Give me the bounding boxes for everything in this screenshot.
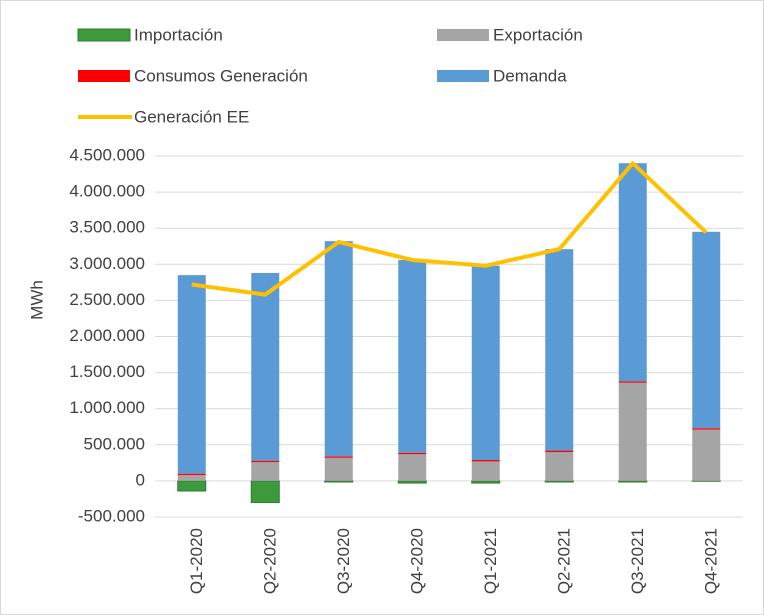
line-series xyxy=(191,161,708,297)
y-tick-label: 2.500.000 xyxy=(69,290,145,309)
bar-segment xyxy=(692,428,721,430)
legend-label: Demanda xyxy=(493,66,567,85)
x-tick-label: Q3-2020 xyxy=(334,528,353,594)
legend-swatch xyxy=(77,28,131,42)
bar-segment xyxy=(177,275,206,474)
bar-segment xyxy=(398,259,427,453)
x-tick-label: Q1-2021 xyxy=(481,528,500,594)
legend-label: Exportación xyxy=(493,25,583,44)
x-tick-label: Q3-2021 xyxy=(628,528,647,594)
x-tick-label: Q4-2021 xyxy=(702,528,721,594)
bar-segment xyxy=(177,475,206,481)
bar-segment xyxy=(324,480,354,483)
bar-segment xyxy=(324,241,353,457)
bar-segment xyxy=(692,429,721,481)
bar-segment xyxy=(397,480,427,484)
x-tick-label: Q4-2020 xyxy=(408,528,427,594)
legend-label: Generación EE xyxy=(134,107,249,126)
bar-segment xyxy=(545,249,574,451)
bar-segment xyxy=(692,231,721,429)
x-tick-label: Q2-2021 xyxy=(555,528,574,594)
y-axis-label: MWh xyxy=(27,280,46,320)
bar-segment xyxy=(618,163,647,382)
bar-segment xyxy=(251,460,280,463)
bar-segment xyxy=(545,450,574,453)
bar-segment xyxy=(471,459,500,462)
legend-swatch xyxy=(437,70,489,82)
bar-segment xyxy=(177,473,206,476)
bar-segment xyxy=(250,480,280,504)
bar-segment xyxy=(471,265,500,460)
y-tick-label: 4.500.000 xyxy=(69,145,145,164)
legend-label: Importación xyxy=(134,25,223,44)
legend-swatch xyxy=(437,29,489,41)
y-tick-label: 0 xyxy=(136,470,145,489)
bar-segment xyxy=(618,480,648,483)
bar-segment xyxy=(251,462,280,481)
y-tick-label: 1.000.000 xyxy=(69,398,145,417)
x-tick-label: Q1-2020 xyxy=(187,528,206,594)
y-tick-label: 2.000.000 xyxy=(69,326,145,345)
bar-segment xyxy=(177,480,207,492)
bar-segment xyxy=(324,457,353,481)
y-tick-label: 500.000 xyxy=(84,434,145,453)
y-tick-label: 1.500.000 xyxy=(69,362,145,381)
x-tick-label: Q2-2020 xyxy=(261,528,280,594)
y-tick-label: 3.500.000 xyxy=(69,218,145,237)
y-tick-label: 4.000.000 xyxy=(69,182,145,201)
legend-label: Consumos Generación xyxy=(134,66,308,85)
bar-segment xyxy=(471,480,501,484)
bar-segment xyxy=(398,452,427,455)
y-tick-label: -500.000 xyxy=(78,506,145,525)
bar-segment xyxy=(251,272,280,461)
legend-swatch xyxy=(78,70,130,82)
bar-segment xyxy=(545,452,574,481)
bar-segment xyxy=(544,480,574,483)
bar-segment xyxy=(618,381,647,383)
bar-segment xyxy=(618,382,647,481)
bar-segment xyxy=(324,456,353,458)
bar-segment xyxy=(398,454,427,481)
bar-segment xyxy=(471,461,500,481)
y-tick-label: 3.000.000 xyxy=(69,254,145,273)
